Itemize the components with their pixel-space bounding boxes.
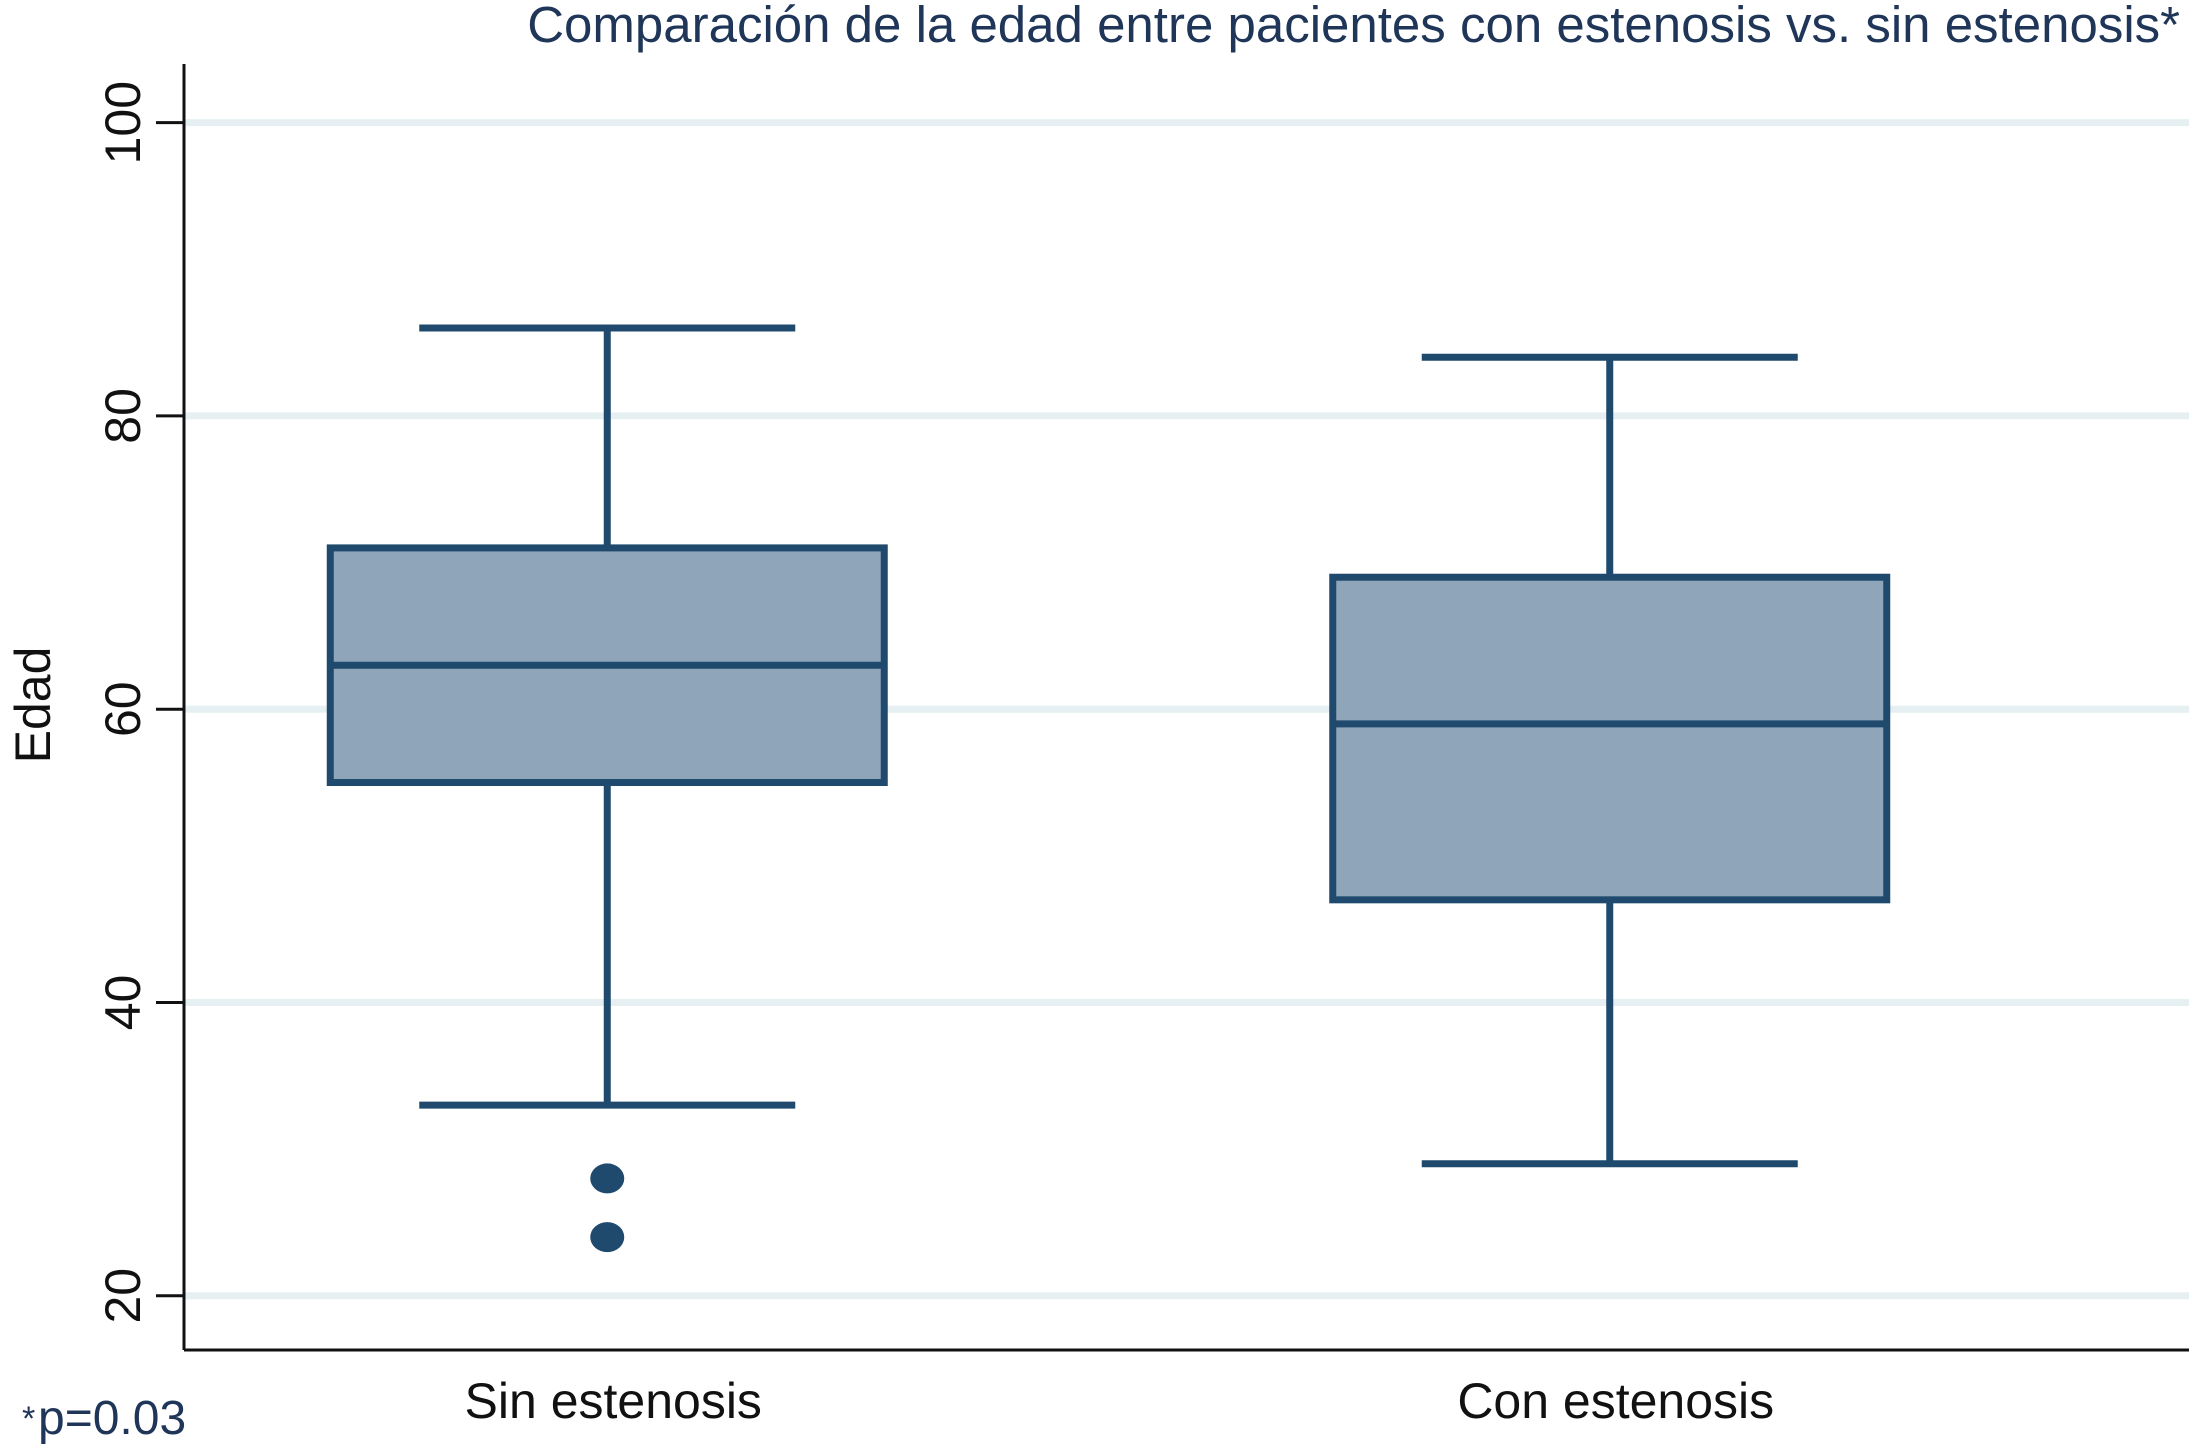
- y-axis-label: Edad: [5, 647, 61, 764]
- y-tick-label: 60: [95, 681, 151, 737]
- outlier: [590, 1163, 625, 1194]
- chart-title: Comparación de la edad entre pacientes c…: [527, 0, 2180, 53]
- x-tick-label: Con estenosis: [1457, 1373, 1774, 1429]
- box: [1329, 573, 1891, 904]
- y-tick-label: 80: [95, 388, 151, 444]
- outlier: [590, 1222, 625, 1253]
- y-tick-label: 20: [95, 1268, 151, 1324]
- y-tick-label: 40: [95, 975, 151, 1031]
- footnote-marker: *: [22, 1400, 35, 1438]
- footnote: p=0.03: [38, 1392, 186, 1445]
- y-tick-label: 100: [95, 81, 151, 164]
- x-tick-label: Sin estenosis: [465, 1373, 762, 1429]
